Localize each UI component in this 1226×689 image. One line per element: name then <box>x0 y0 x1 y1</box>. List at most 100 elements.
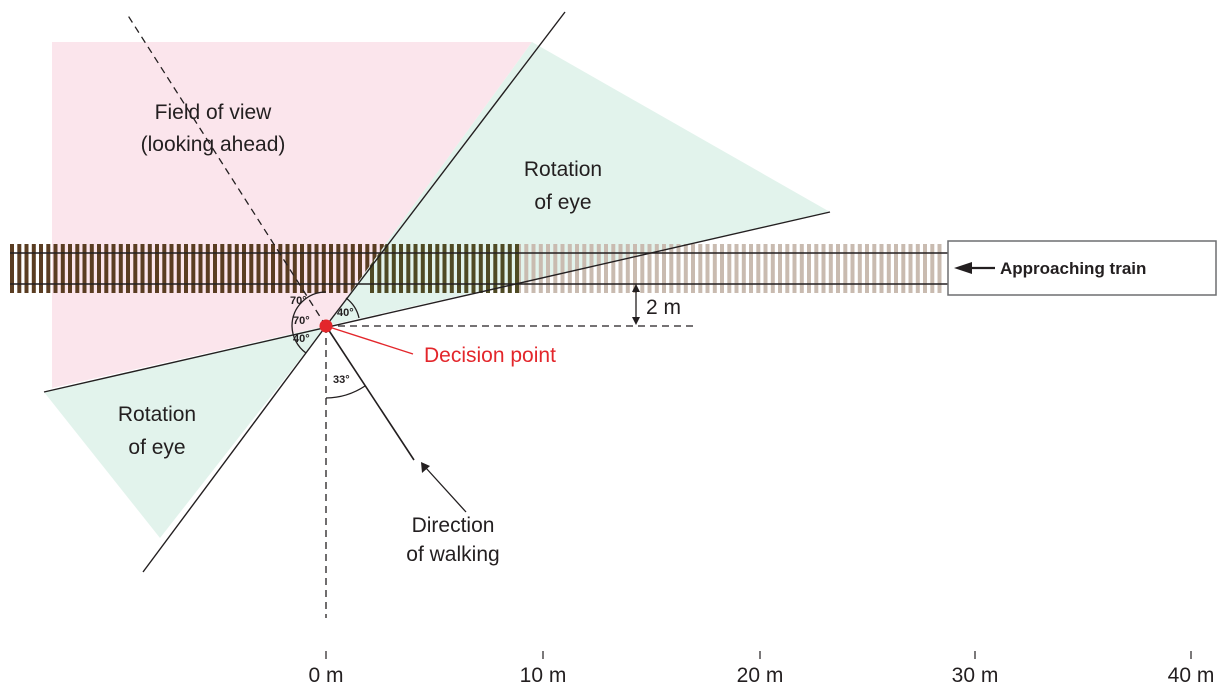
track-sleeper <box>213 244 217 293</box>
track-sleeper <box>278 244 283 293</box>
track-sleeper <box>39 244 43 293</box>
axis-tick-label: 30 m <box>952 664 999 687</box>
rotation-upper-label-line2: of eye <box>534 191 591 214</box>
track-sleeper <box>923 244 927 293</box>
track-sleeper <box>894 244 898 293</box>
track-sleeper <box>126 244 130 293</box>
track-sleeper <box>698 244 703 293</box>
track-sleeper <box>727 244 732 293</box>
track-sleeper <box>428 244 432 293</box>
track-sleeper <box>691 244 695 293</box>
distance-axis: 0 m 10 m 20 m 30 m 40 m <box>308 651 1214 687</box>
track-sleeper <box>807 244 811 293</box>
distance-arrow-head-bottom <box>632 317 640 325</box>
track-sleeper <box>350 244 355 293</box>
track-sleeper <box>553 244 558 293</box>
decision-point-label: Decision point <box>424 344 556 367</box>
track-sleeper <box>234 244 239 293</box>
track-sleeper <box>500 244 505 293</box>
track-sleeper <box>799 244 804 293</box>
rotation-upper-label-line1: Rotation <box>524 158 602 181</box>
track-sleeper <box>937 244 942 293</box>
eye-rotation-line <box>43 211 831 393</box>
track-sleeper <box>524 244 529 293</box>
rotation-of-eye-region-lower <box>44 326 326 538</box>
track-sleeper <box>97 244 101 293</box>
track-sleeper <box>89 244 94 293</box>
track-sleeper <box>515 244 519 293</box>
track-sleeper <box>314 244 319 293</box>
angle-arc-right <box>345 297 360 319</box>
track-sleeper <box>300 244 304 293</box>
track-sleeper <box>227 244 232 293</box>
decision-point-marker <box>319 319 333 333</box>
track-sleeper <box>720 244 724 293</box>
track-sleeper <box>575 244 579 293</box>
axis-tick-label: 0 m <box>308 664 343 687</box>
track-sleeper <box>531 244 536 293</box>
train-arrow-head <box>954 262 972 274</box>
track-sleeper <box>104 244 109 293</box>
track-sleeper <box>249 244 254 293</box>
track-sleeper <box>507 244 512 293</box>
track-sleeper <box>285 244 290 293</box>
track-sleeper <box>377 244 382 293</box>
track-sleepers-faded <box>517 244 942 293</box>
track-sleeper <box>220 244 225 293</box>
track-sleeper <box>133 244 138 293</box>
track-sleeper <box>486 244 490 293</box>
track-sleeper <box>321 244 326 293</box>
angle-arc-upper-left <box>291 291 327 327</box>
track-sleeper <box>662 244 666 293</box>
field-of-view-region <box>52 42 532 388</box>
track-sleeper <box>836 244 840 293</box>
angle-label-right: 40° <box>337 307 354 319</box>
track-sleeper <box>843 244 848 293</box>
walking-direction-line <box>325 325 415 461</box>
track-sleeper <box>770 244 775 293</box>
track-sleeper <box>908 244 913 293</box>
track-sleeper <box>828 244 833 293</box>
axis-tick-label: 20 m <box>737 664 784 687</box>
track-sleeper <box>778 244 782 293</box>
track-sleeper <box>857 244 862 293</box>
gaze-direction-line <box>126 13 327 327</box>
track-sleeper <box>589 244 594 293</box>
field-of-view-label-line2: (looking ahead) <box>141 133 286 156</box>
track-sleeper <box>457 244 461 293</box>
track-sleeper <box>111 244 116 293</box>
track-sleeper <box>596 244 601 293</box>
track-sleeper <box>879 244 884 293</box>
track-sleeper <box>10 244 14 293</box>
distance-label: 2 m <box>646 296 681 319</box>
track-sleeper <box>449 244 454 293</box>
axis-tick-label: 40 m <box>1168 664 1215 687</box>
track-sleeper <box>413 244 418 293</box>
track-sleeper <box>191 244 196 293</box>
track-sleeper <box>118 244 123 293</box>
track-sleeper <box>68 244 72 293</box>
track-sleeper <box>307 244 312 293</box>
track-sleeper <box>17 244 22 293</box>
track-sleeper <box>406 244 411 293</box>
track-sleeper <box>198 244 203 293</box>
track-sleeper <box>611 244 616 293</box>
track-sleeper <box>604 244 608 293</box>
track-sleeper <box>647 244 652 293</box>
track-sleeper <box>82 244 87 293</box>
track-sleeper <box>560 244 565 293</box>
track-sleeper <box>24 244 29 293</box>
track-sleeper <box>930 244 935 293</box>
track-sleeper <box>46 244 51 293</box>
walking-arrow-head <box>421 462 430 473</box>
track-sleeper <box>435 244 440 293</box>
track-sleeper <box>669 244 674 293</box>
track-sleeper <box>147 244 152 293</box>
track-sleeper <box>705 244 710 293</box>
approaching-train-label: Approaching train <box>1000 259 1146 278</box>
track-sleeper <box>756 244 761 293</box>
track-sleeper <box>625 244 630 293</box>
angle-label-walking: 33° <box>333 374 350 386</box>
